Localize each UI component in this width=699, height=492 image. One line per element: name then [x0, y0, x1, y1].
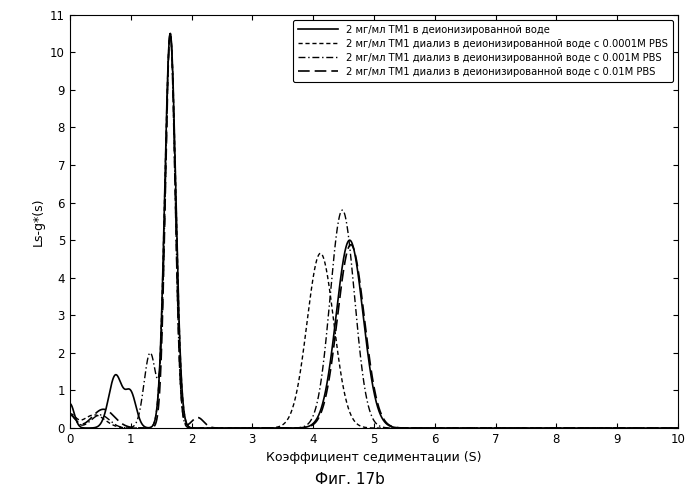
2 мг/мл ТМ1 диализ в деионизированной воде с 0.001M PBS	[452, 425, 461, 431]
2 мг/мл ТМ1 диализ в деионизированной воде с 0.0001M PBS	[549, 425, 558, 431]
2 мг/мл ТМ1 в деионизированной воде	[96, 421, 105, 427]
Line: 2 мг/мл ТМ1 в деионизированной воде: 2 мг/мл ТМ1 в деионизированной воде	[70, 33, 678, 428]
2 мг/мл ТМ1 диализ в деионизированной воде с 0.001M PBS	[517, 425, 525, 431]
2 мг/мл ТМ1 диализ в деионизированной воде с 0.001M PBS	[674, 425, 682, 431]
Line: 2 мг/мл ТМ1 диализ в деионизированной воде с 0.01M PBS: 2 мг/мл ТМ1 диализ в деионизированной во…	[70, 33, 678, 428]
2 мг/мл ТМ1 диализ в деионизированной воде с 0.0001M PBS	[452, 425, 461, 431]
Line: 2 мг/мл ТМ1 диализ в деионизированной воде с 0.001M PBS: 2 мг/мл ТМ1 диализ в деионизированной во…	[70, 33, 678, 428]
2 мг/мл ТМ1 диализ в деионизированной воде с 0.01M PBS	[66, 412, 74, 418]
2 мг/мл ТМ1 диализ в деионизированной воде с 0.01M PBS	[452, 425, 461, 431]
2 мг/мл ТМ1 диализ в деионизированной воде с 0.001M PBS	[166, 31, 175, 36]
2 мг/мл ТМ1 диализ в деионизированной воде с 0.001M PBS	[96, 412, 105, 418]
2 мг/мл ТМ1 в деионизированной воде	[66, 400, 74, 406]
2 мг/мл ТМ1 диализ в деионизированной воде с 0.01M PBS	[549, 425, 558, 431]
2 мг/мл ТМ1 диализ в деионизированной воде с 0.01M PBS	[286, 425, 294, 431]
2 мг/мл ТМ1 диализ в деионизированной воде с 0.0001M PBS	[96, 414, 105, 420]
2 мг/мл ТМ1 диализ в деионизированной воде с 0.0001M PBS	[674, 425, 682, 431]
2 мг/мл ТМ1 в деионизированной воде	[452, 425, 461, 431]
Line: 2 мг/мл ТМ1 диализ в деионизированной воде с 0.0001M PBS: 2 мг/мл ТМ1 диализ в деионизированной во…	[70, 33, 678, 428]
2 мг/мл ТМ1 в деионизированной воде	[549, 425, 558, 431]
2 мг/мл ТМ1 диализ в деионизированной воде с 0.001M PBS	[286, 425, 294, 431]
2 мг/мл ТМ1 диализ в деионизированной воде с 0.0001M PBS	[517, 425, 525, 431]
2 мг/мл ТМ1 диализ в деионизированной воде с 0.01M PBS	[166, 31, 175, 36]
2 мг/мл ТМ1 диализ в деионизированной воде с 0.0001M PBS	[166, 31, 175, 36]
X-axis label: Коэффициент седиментации (S): Коэффициент седиментации (S)	[266, 452, 482, 464]
2 мг/мл ТМ1 диализ в деионизированной воде с 0.01M PBS	[517, 425, 525, 431]
2 мг/мл ТМ1 в деионизированной воде	[674, 425, 682, 431]
2 мг/мл ТМ1 в деионизированной воде	[426, 425, 434, 431]
2 мг/мл ТМ1 диализ в деионизированной воде с 0.001M PBS	[549, 425, 558, 431]
2 мг/мл ТМ1 диализ в деионизированной воде с 0.01M PBS	[426, 425, 434, 431]
2 мг/мл ТМ1 диализ в деионизированной воде с 0.0001M PBS	[286, 412, 294, 418]
2 мг/мл ТМ1 диализ в деионизированной воде с 0.001M PBS	[66, 412, 74, 418]
2 мг/мл ТМ1 в деионизированной воде	[166, 31, 175, 36]
Y-axis label: Ls-g*(s): Ls-g*(s)	[31, 197, 45, 246]
Text: Фиг. 17b: Фиг. 17b	[315, 472, 384, 487]
2 мг/мл ТМ1 диализ в деионизированной воде с 0.01M PBS	[96, 407, 105, 413]
2 мг/мл ТМ1 диализ в деионизированной воде с 0.01M PBS	[674, 425, 682, 431]
Legend: 2 мг/мл ТМ1 в деионизированной воде, 2 мг/мл ТМ1 диализ в деионизированной воде : 2 мг/мл ТМ1 в деионизированной воде, 2 м…	[293, 20, 673, 82]
2 мг/мл ТМ1 диализ в деионизированной воде с 0.0001M PBS	[426, 425, 434, 431]
2 мг/мл ТМ1 диализ в деионизированной воде с 0.001M PBS	[426, 425, 434, 431]
2 мг/мл ТМ1 в деионизированной воде	[517, 425, 525, 431]
2 мг/мл ТМ1 в деионизированной воде	[286, 425, 294, 431]
2 мг/мл ТМ1 диализ в деионизированной воде с 0.0001M PBS	[66, 411, 74, 417]
